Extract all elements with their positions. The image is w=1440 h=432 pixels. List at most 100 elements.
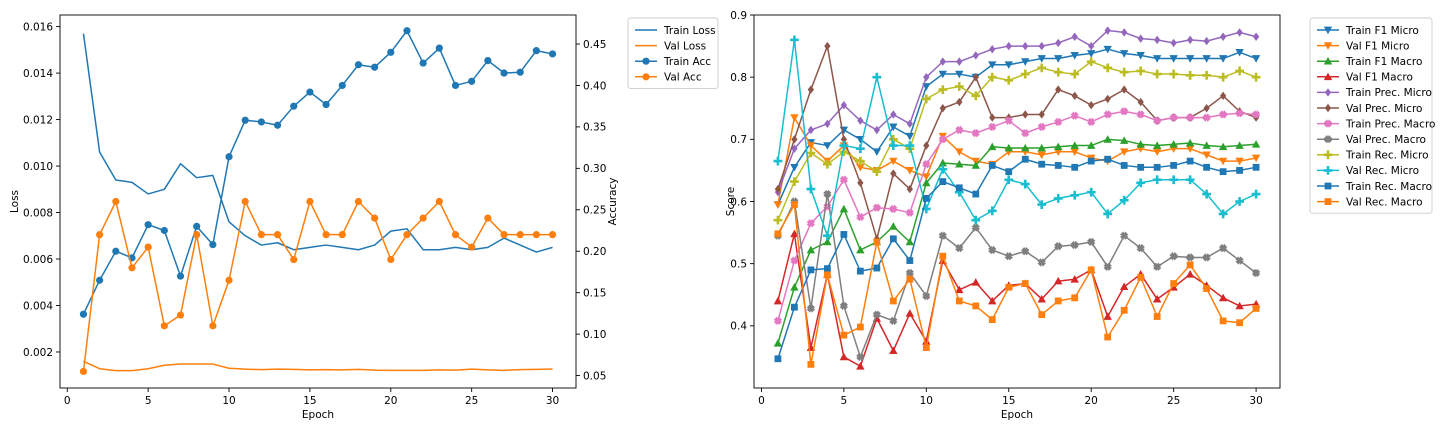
- data-point: [823, 189, 832, 199]
- data-point: [160, 322, 168, 330]
- data-point: [1119, 231, 1129, 240]
- legend: Train F1 Micro Val F1 Micro Train F1 Macro…: [1309, 17, 1435, 214]
- data-point: [1054, 148, 1063, 156]
- data-point: [872, 72, 882, 82]
- data-point: [1152, 175, 1162, 185]
- data-point: [956, 57, 963, 66]
- data-point: [1070, 111, 1079, 120]
- data-point: [938, 231, 947, 240]
- data-point: [1218, 72, 1228, 82]
- series-val-rec-micro: [773, 35, 1261, 241]
- data-point: [906, 119, 913, 128]
- data-point: [225, 276, 233, 284]
- data-point: [1071, 163, 1079, 171]
- data-point: [921, 94, 931, 104]
- data-point: [1152, 294, 1162, 303]
- data-point: [954, 82, 964, 91]
- y-tick-label: 0.5: [730, 258, 747, 270]
- data-point: [1119, 50, 1129, 58]
- series-train-rec-micro: [773, 57, 1261, 225]
- data-point: [516, 231, 524, 239]
- y-tick-label: 0.016: [23, 21, 53, 33]
- y-tick-label: 0.012: [23, 114, 53, 126]
- data-point: [1252, 113, 1260, 122]
- data-point: [1119, 195, 1129, 205]
- data-point: [1037, 151, 1046, 160]
- data-point: [1071, 294, 1079, 302]
- data-point: [387, 255, 395, 264]
- data-point: [1252, 305, 1260, 312]
- data-point: [939, 57, 946, 66]
- data-point: [873, 238, 881, 246]
- data-point: [889, 157, 898, 166]
- data-point: [1251, 268, 1261, 278]
- data-point: [1235, 48, 1244, 57]
- legend-swatch-marker: [1323, 166, 1333, 175]
- y-tick-label: 0.014: [23, 68, 53, 80]
- x-tick-label: 30: [546, 395, 559, 407]
- data-point: [419, 59, 427, 67]
- data-point: [889, 222, 898, 230]
- data-point: [790, 201, 798, 209]
- data-point: [1054, 162, 1062, 169]
- legend-item: Train Prec. Macro: [1317, 118, 1435, 130]
- data-point: [96, 231, 104, 239]
- data-point: [1020, 179, 1030, 189]
- data-point: [971, 278, 980, 286]
- data-point: [1154, 35, 1161, 45]
- legend-swatch-marker: [1323, 150, 1333, 160]
- data-point: [144, 243, 152, 251]
- data-point: [839, 204, 849, 213]
- data-point: [972, 190, 980, 198]
- data-point: [888, 141, 898, 150]
- data-point: [79, 310, 88, 318]
- data-point: [1053, 193, 1063, 203]
- data-point: [1054, 55, 1063, 63]
- data-point: [1070, 275, 1079, 283]
- legend-item: Train Loss: [635, 25, 716, 37]
- series-line-train-f1-macro: [777, 138, 1257, 344]
- legend-label: Val Prec. Macro: [1346, 134, 1426, 146]
- data-point: [1021, 58, 1030, 66]
- x-tick-label: 0: [758, 395, 765, 407]
- data-point: [435, 44, 443, 52]
- y-tick-label: 0.7: [730, 134, 747, 146]
- y-right-tick-label: 0.10: [583, 329, 606, 341]
- data-point: [905, 237, 915, 246]
- data-point: [1136, 110, 1145, 119]
- series-train-rec-macro: [774, 155, 1260, 363]
- data-point: [1185, 138, 1195, 147]
- data-point: [988, 162, 996, 169]
- data-point: [1185, 270, 1195, 278]
- data-point: [1236, 167, 1244, 174]
- data-point: [419, 214, 427, 222]
- data-point: [1055, 38, 1062, 48]
- data-point: [987, 72, 997, 82]
- data-point: [888, 134, 898, 144]
- data-point: [905, 132, 915, 141]
- data-point: [1169, 55, 1178, 63]
- data-point: [1153, 163, 1161, 171]
- data-point: [1037, 294, 1046, 303]
- data-point: [435, 197, 443, 206]
- series-line-train-prec-macro: [777, 110, 1257, 322]
- data-point: [972, 302, 980, 310]
- data-point: [532, 231, 540, 239]
- data-point: [1022, 41, 1029, 51]
- data-point: [1218, 293, 1228, 302]
- data-point: [790, 229, 799, 238]
- data-point: [1086, 57, 1096, 67]
- legend-swatch-marker: [1324, 182, 1332, 190]
- x-tick-label: 10: [222, 395, 235, 407]
- legend-item: Val F1 Micro: [1317, 40, 1409, 52]
- legend-item: Val Prec. Micro: [1317, 103, 1422, 115]
- data-point: [939, 252, 947, 260]
- data-point: [1087, 266, 1095, 274]
- series-val-prec-macro: [773, 189, 1261, 362]
- data-point: [1037, 55, 1046, 63]
- data-point: [955, 160, 964, 168]
- legend-label: Train Prec. Micro: [1345, 87, 1432, 99]
- data-point: [823, 271, 831, 279]
- data-point: [1202, 141, 1211, 149]
- data-point: [1070, 148, 1079, 156]
